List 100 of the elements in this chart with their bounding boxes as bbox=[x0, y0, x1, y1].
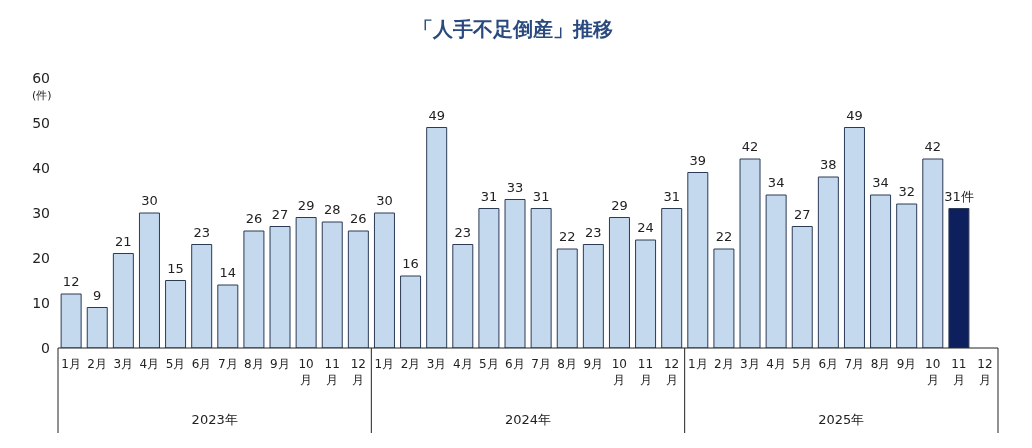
data-label: 16 bbox=[402, 256, 419, 271]
y-tick-label: 0 bbox=[41, 339, 50, 356]
data-label: 14 bbox=[219, 265, 237, 280]
bar bbox=[922, 158, 944, 348]
bar bbox=[948, 208, 970, 348]
data-label: 31 bbox=[480, 188, 498, 204]
x-tick-label: 6月 bbox=[191, 357, 212, 371]
bar bbox=[217, 284, 239, 348]
x-tick-label: 4月 bbox=[452, 357, 473, 371]
data-label: 32 bbox=[898, 184, 915, 199]
x-tick-label: 7月 bbox=[844, 357, 865, 371]
y-tick-label: 20 bbox=[32, 249, 50, 266]
x-tick-label: 1月 bbox=[61, 357, 81, 371]
y-axis-title: (件) bbox=[32, 88, 52, 103]
data-label: 29 bbox=[611, 197, 628, 213]
bar bbox=[504, 199, 526, 348]
text: 2023年 bbox=[191, 412, 238, 427]
bar bbox=[687, 172, 709, 348]
data-label: 28 bbox=[323, 202, 341, 217]
bar bbox=[635, 239, 657, 348]
bar bbox=[843, 127, 865, 348]
bar bbox=[191, 244, 213, 348]
x-tick-label: 4月 bbox=[139, 357, 160, 371]
data-label: 26 bbox=[350, 211, 367, 226]
x-tick-label: 2月 bbox=[87, 357, 107, 371]
bar bbox=[321, 221, 343, 348]
bar bbox=[165, 280, 187, 348]
data-label: 24 bbox=[637, 220, 654, 235]
bar bbox=[661, 208, 683, 348]
bar bbox=[765, 194, 787, 348]
x-tick-label: 10月 bbox=[611, 357, 628, 387]
bar bbox=[426, 127, 448, 348]
x-tick-label: 11月 bbox=[324, 357, 340, 387]
x-tick-label: 7月 bbox=[217, 357, 238, 371]
data-label: 15 bbox=[167, 260, 184, 276]
x-tick-label: 2月 bbox=[400, 357, 421, 371]
x-tick-label: 11月 bbox=[951, 357, 967, 387]
data-label: 12 bbox=[62, 274, 80, 289]
x-tick-label: 1月 bbox=[687, 357, 708, 371]
bar bbox=[896, 203, 918, 348]
x-tick-label: 8月 bbox=[557, 357, 577, 371]
bar bbox=[817, 176, 839, 348]
data-label: 23 bbox=[585, 224, 602, 240]
y-tick-label: 10 bbox=[32, 294, 50, 311]
data-label: 38 bbox=[820, 157, 837, 172]
data-label: 31 bbox=[532, 188, 550, 204]
x-tick-label: 12月 bbox=[663, 357, 680, 387]
x-tick-label: 2月 bbox=[714, 357, 734, 371]
data-label: 23 bbox=[454, 224, 472, 240]
y-tick-label: 50 bbox=[32, 114, 50, 131]
x-tick-label: 1月 bbox=[374, 357, 395, 371]
x-tick-label: 9月 bbox=[896, 357, 917, 371]
data-label: 33 bbox=[506, 179, 524, 195]
data-label: 29 bbox=[297, 197, 315, 213]
x-tick-label: 3月 bbox=[426, 357, 447, 371]
bar bbox=[478, 208, 500, 348]
bar bbox=[295, 217, 317, 348]
data-label: 34 bbox=[872, 175, 889, 190]
bar bbox=[713, 248, 735, 348]
bar bbox=[138, 212, 160, 348]
bar bbox=[400, 275, 422, 348]
y-tick-label: 40 bbox=[32, 159, 50, 176]
bar bbox=[60, 293, 82, 348]
bar bbox=[112, 253, 134, 348]
x-tick-label: 11月 bbox=[637, 357, 654, 387]
data-label: 39 bbox=[689, 152, 707, 168]
bar bbox=[530, 208, 552, 348]
x-tick-label: 4月 bbox=[766, 357, 786, 371]
bar bbox=[739, 158, 761, 348]
data-label: 49 bbox=[428, 107, 445, 123]
bar bbox=[347, 230, 369, 348]
x-tick-label: 10月 bbox=[298, 357, 314, 387]
data-label: 27 bbox=[793, 206, 811, 222]
x-tick-label: 9月 bbox=[583, 357, 604, 371]
bar bbox=[452, 244, 474, 348]
data-label: 30 bbox=[141, 193, 158, 208]
x-tick-label: 8月 bbox=[244, 357, 264, 371]
text: 2024年 bbox=[504, 412, 552, 427]
x-tick-label: 5月 bbox=[792, 357, 812, 371]
y-tick-label: 60 bbox=[32, 69, 50, 86]
chart-title: 「人手不足倒産」推移 bbox=[412, 16, 614, 43]
bar bbox=[243, 230, 265, 348]
data-label: 49 bbox=[846, 107, 863, 123]
x-tick-label: 8月 bbox=[870, 357, 891, 371]
bar bbox=[556, 248, 578, 348]
bar bbox=[86, 307, 108, 348]
bar bbox=[269, 226, 291, 348]
x-tick-label: 10月 bbox=[925, 357, 941, 387]
bar bbox=[791, 226, 813, 348]
data-label: 21 bbox=[115, 233, 132, 249]
data-label: 31 bbox=[663, 188, 680, 204]
bar bbox=[608, 217, 630, 348]
data-label: 42 bbox=[741, 139, 759, 154]
data-label: 27 bbox=[271, 206, 289, 222]
data-label: 9 bbox=[93, 287, 102, 303]
x-tick-label: 3月 bbox=[740, 357, 760, 371]
y-tick-label: 30 bbox=[32, 204, 50, 221]
x-tick-label: 6月 bbox=[505, 357, 525, 371]
x-tick-label: 7月 bbox=[531, 357, 551, 371]
bar bbox=[582, 244, 604, 348]
